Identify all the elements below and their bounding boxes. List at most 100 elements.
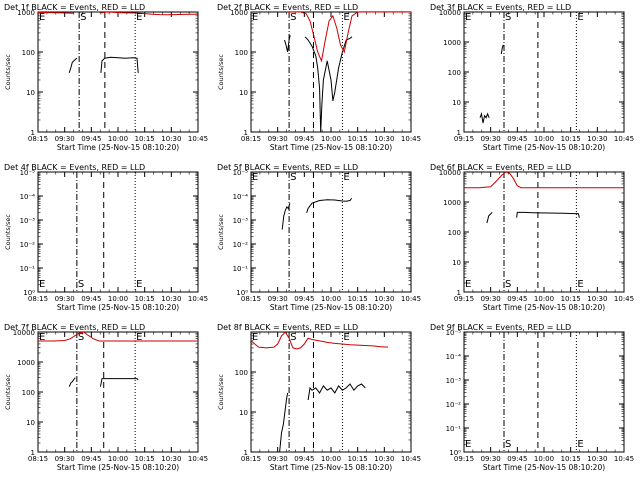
x-tick-label: 09:15 xyxy=(454,455,474,463)
marker-label-s: S xyxy=(80,12,86,23)
x-tick-label: 10:45 xyxy=(401,295,421,303)
y-axis-label: Counts/sec xyxy=(4,374,12,410)
x-tick-label: 09:45 xyxy=(81,455,101,463)
x-tick-label: 10:00 xyxy=(108,455,128,463)
x-tick-label: 10:00 xyxy=(534,295,554,303)
y-tick-label: 10⁰ xyxy=(236,289,248,297)
x-axis-label: Start Time (25-Nov-15 08:10:20) xyxy=(57,143,179,152)
y-tick-label: 1 xyxy=(244,449,248,457)
series-group xyxy=(284,12,411,132)
y-tick-label: 10⁻² xyxy=(20,241,36,249)
x-tick-label: 09:30 xyxy=(55,295,75,303)
events-series-line xyxy=(486,212,493,224)
x-tick-label: 10:15 xyxy=(348,135,368,143)
marker-label-e-left: E xyxy=(39,279,45,290)
plot-frame xyxy=(250,11,412,133)
plot-frame xyxy=(37,171,199,293)
y-axis-label: Counts/sec xyxy=(217,214,225,250)
detector-panel-4: Det 4f BLACK = Events, RED = LLD 10⁰ 10⁻¹ 1… xyxy=(4,163,208,312)
panel-title: Det 3f BLACK = Events, RED = LLD xyxy=(430,3,571,12)
marker-label-e: E xyxy=(136,279,142,290)
y-tick-label: 1 xyxy=(31,129,35,137)
y-tick-label: 100 xyxy=(22,49,35,57)
events-series-line xyxy=(500,44,504,54)
x-tick-label: 09:30 xyxy=(268,295,288,303)
x-tick-label: 09:15 xyxy=(454,135,474,143)
y-tick-label: 1000 xyxy=(443,39,461,47)
y-tick-label: 10⁻⁴ xyxy=(446,353,462,361)
x-axis-label: Start Time (25-Nov-15 08:10:20) xyxy=(270,463,392,472)
y-tick-label: 10⁻⁴ xyxy=(20,193,36,201)
detector-panel-2: Det 2f BLACK = Events, RED = LLD 1 10 100 10… xyxy=(217,3,421,152)
y-tick-label: 1000 xyxy=(17,359,35,367)
detector-panel-1: Det 1f BLACK = Events, RED = LLD 1 10 100 10… xyxy=(4,3,208,152)
x-tick-label: 10:45 xyxy=(188,455,208,463)
y-tick-label: 10⁻¹ xyxy=(20,265,36,273)
y-tick-label: 10⁻⁵ xyxy=(233,169,249,177)
marker-label-e-left: E xyxy=(465,439,471,450)
lld-series-line xyxy=(251,332,389,350)
y-tick-label: 10⁻² xyxy=(446,401,462,409)
y-tick-label: 10⁻³ xyxy=(20,217,36,225)
y-tick-label: 10⁻⁵ xyxy=(446,329,462,337)
detector-panel-5: Det 5f BLACK = Events, RED = LLD 10⁰ 10⁻¹ 1… xyxy=(217,163,421,312)
x-axis-label: Start Time (25-Nov-15 08:10:20) xyxy=(57,463,179,472)
plot-frame xyxy=(37,331,199,453)
x-tick-label: 09:45 xyxy=(81,295,101,303)
detector-panel-9: Det 9f BLACK = Events, RED = LLD 10⁰ 10⁻¹ 1… xyxy=(430,323,634,472)
series-group xyxy=(464,172,624,224)
x-tick-label: 09:45 xyxy=(81,135,101,143)
marker-label-e-left: E xyxy=(252,12,258,23)
detector-panel-3: Det 3f BLACK = Events, RED = LLD 1 10 100 10… xyxy=(430,3,634,152)
y-tick-label: 10⁰ xyxy=(23,289,35,297)
x-tick-label: 09:45 xyxy=(507,135,527,143)
y-axis-label: Counts/sec xyxy=(217,54,225,90)
x-tick-label: 10:30 xyxy=(374,295,394,303)
lld-series-line xyxy=(464,172,624,189)
plot-frame xyxy=(463,331,625,453)
y-tick-label: 1000 xyxy=(230,9,248,17)
x-tick-label: 10:15 xyxy=(561,295,581,303)
detector-panel-8: Det 8f BLACK = Events, RED = LLD 1 10 100 08… xyxy=(217,323,421,472)
marker-label-e: E xyxy=(136,12,142,23)
marker-label-e: E xyxy=(577,12,583,23)
y-tick-label: 10000 xyxy=(439,9,461,17)
x-tick-label: 10:45 xyxy=(614,295,634,303)
series-group xyxy=(479,44,504,124)
panel-title: Det 6f BLACK = Events, RED = LLD xyxy=(430,163,571,172)
x-tick-label: 09:45 xyxy=(294,455,314,463)
x-axis-label: Start Time (25-Nov-15 08:10:20) xyxy=(57,303,179,312)
x-tick-label: 09:45 xyxy=(507,295,527,303)
x-tick-label: 10:15 xyxy=(135,455,155,463)
y-tick-label: 100 xyxy=(235,369,248,377)
y-tick-label: 100 xyxy=(22,389,35,397)
marker-label-e-left: E xyxy=(39,332,45,343)
detector-panel-7: Det 7f BLACK = Events, RED = LLD 1 10 100 10… xyxy=(4,323,208,472)
x-tick-label: 08:15 xyxy=(241,135,261,143)
x-axis-label: Start Time (25-Nov-15 08:10:20) xyxy=(270,303,392,312)
events-series-line xyxy=(281,203,291,230)
x-tick-label: 10:00 xyxy=(108,135,128,143)
plot-frame xyxy=(250,331,412,453)
x-tick-label: 10:30 xyxy=(161,455,181,463)
marker-label-e: E xyxy=(343,12,349,23)
y-tick-label: 10000 xyxy=(439,169,461,177)
y-tick-label: 10 xyxy=(239,89,248,97)
marker-label-e-left: E xyxy=(252,332,258,343)
lld-series-line xyxy=(100,12,198,16)
x-tick-label: 10:15 xyxy=(348,455,368,463)
x-tick-label: 08:15 xyxy=(241,455,261,463)
events-series-line xyxy=(307,383,366,401)
y-tick-label: 1 xyxy=(244,129,248,137)
x-tick-label: 09:30 xyxy=(481,135,501,143)
y-tick-label: 10⁻⁵ xyxy=(20,169,36,177)
x-tick-label: 10:15 xyxy=(561,455,581,463)
x-tick-label: 10:30 xyxy=(161,135,181,143)
y-axis-label: Counts/sec xyxy=(4,214,12,250)
x-tick-label: 10:00 xyxy=(321,135,341,143)
x-tick-label: 10:45 xyxy=(188,135,208,143)
y-tick-label: 1 xyxy=(457,289,461,297)
marker-label-s: S xyxy=(290,332,296,343)
marker-label-e: E xyxy=(136,332,142,343)
